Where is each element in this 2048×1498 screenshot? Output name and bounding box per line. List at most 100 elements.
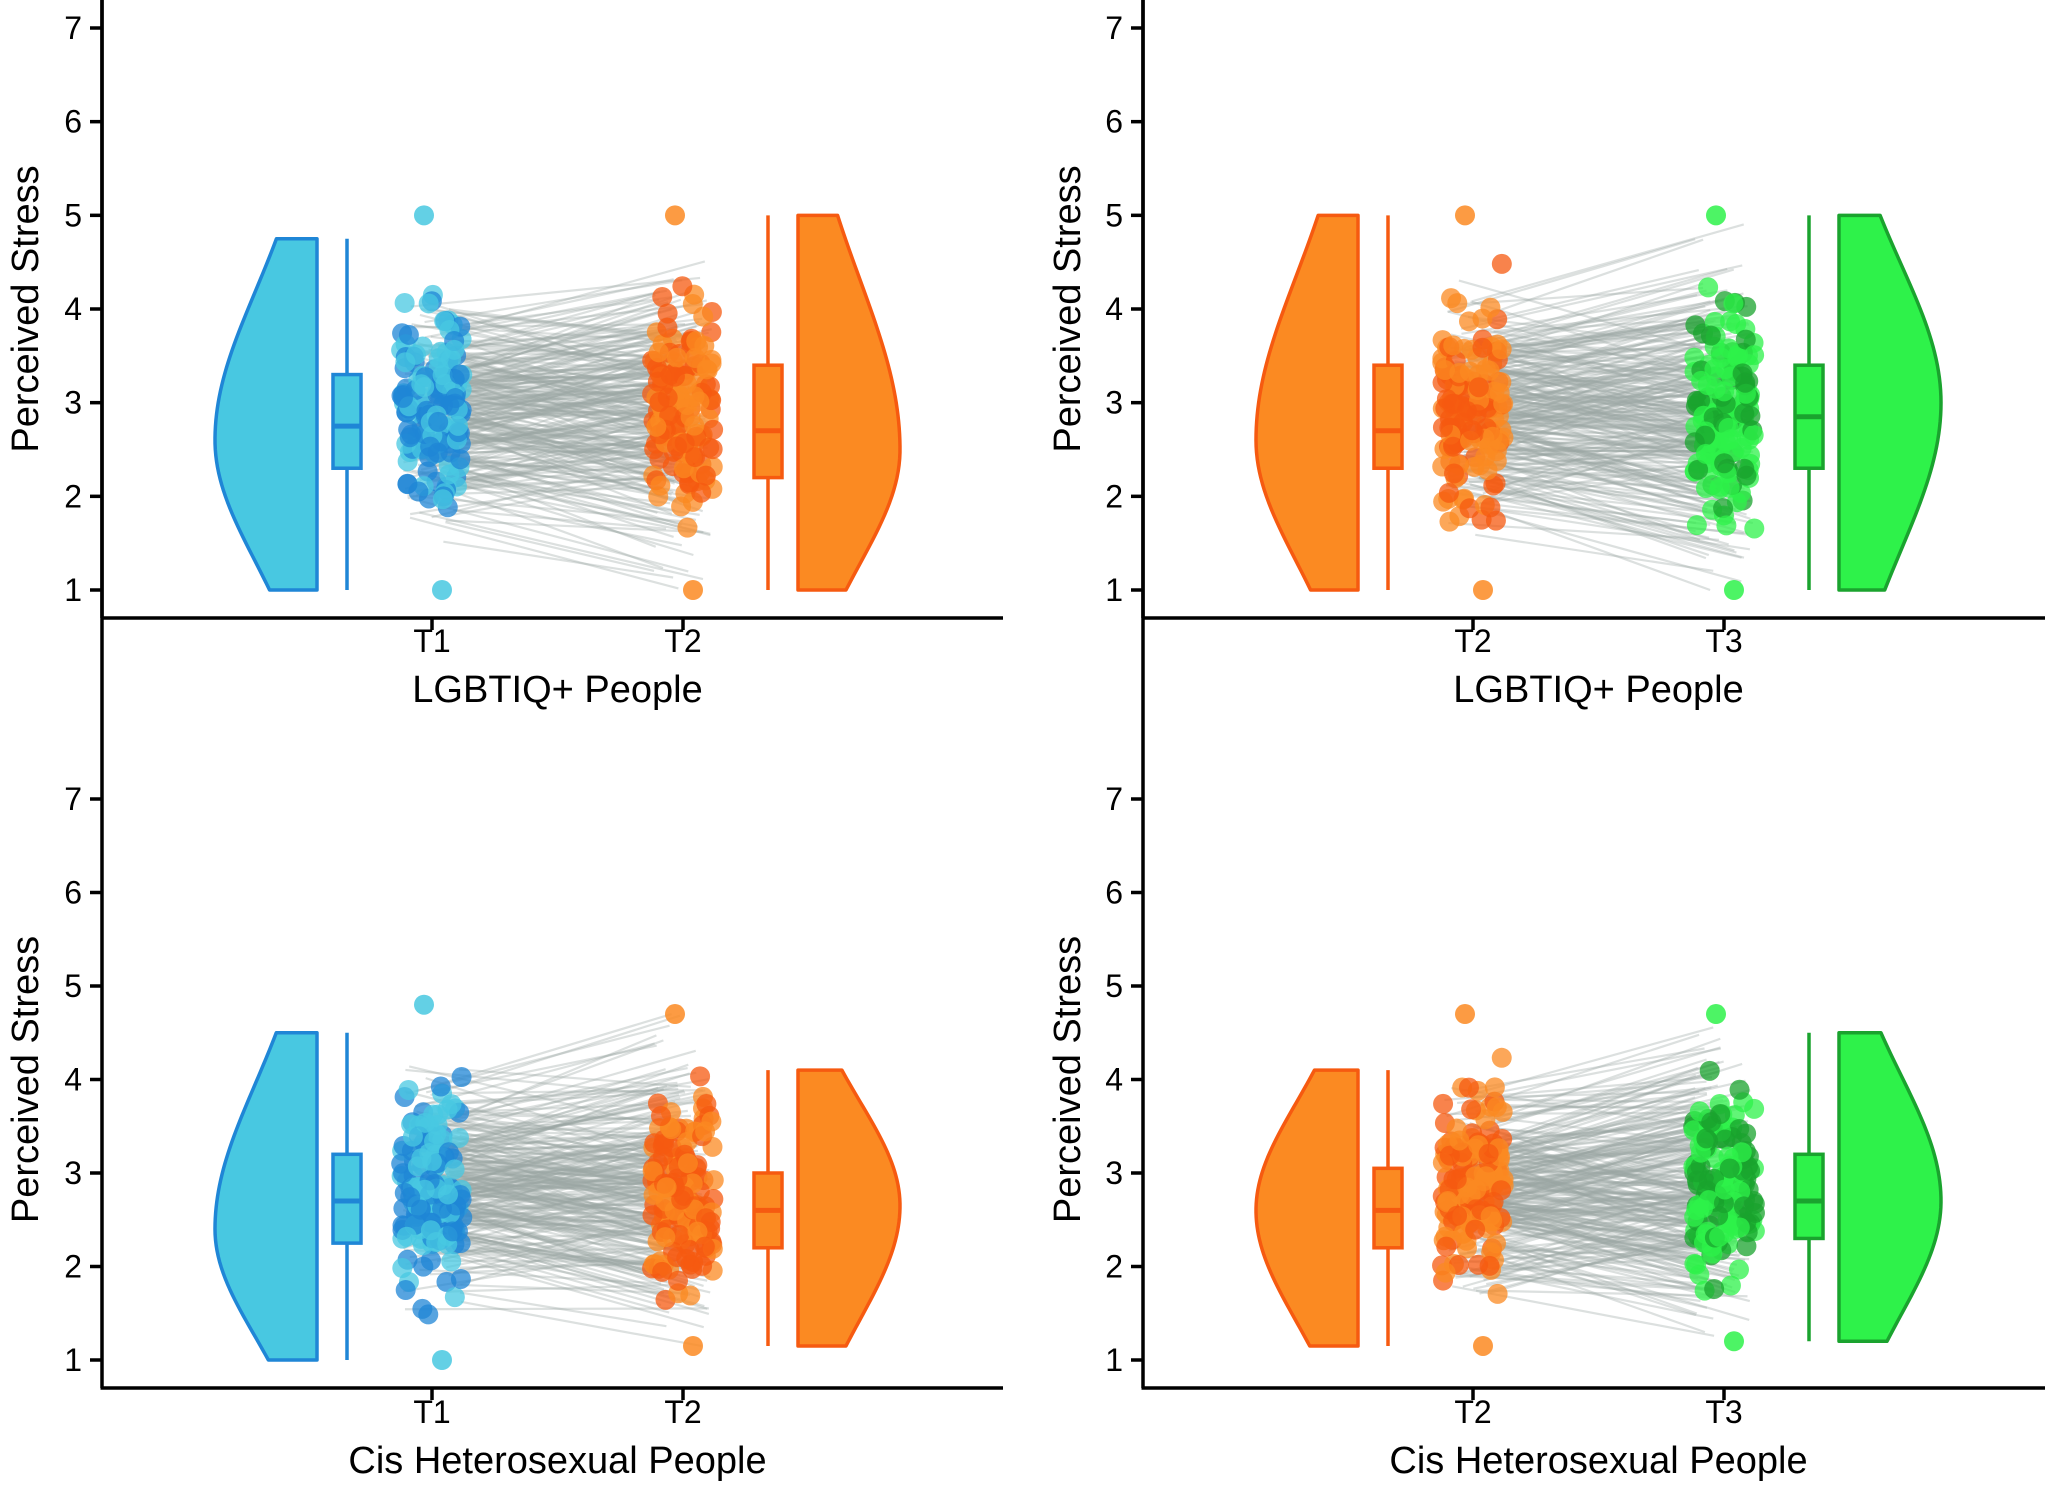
- paired-line: [1476, 343, 1701, 425]
- paired-line: [440, 1230, 665, 1294]
- paired-line: [454, 410, 661, 446]
- panel-bottom-left: 1 2 3 4 5 6 7 T1 T2 Cis Heterosexual People Percei…: [5, 0, 1003, 1482]
- paired-line: [440, 1221, 680, 1238]
- paired-line: [460, 1300, 702, 1348]
- paired-line: [1497, 1203, 1699, 1241]
- paired-line: [1482, 1123, 1715, 1181]
- x-axis-title: LGBTIQ+ People: [412, 669, 702, 711]
- paired-line: [1495, 378, 1699, 461]
- paired-line: [1485, 1058, 1707, 1131]
- data-point: [418, 293, 439, 314]
- paired-line: [449, 312, 661, 375]
- paired-line: [1496, 410, 1713, 436]
- paired-line: [410, 497, 689, 573]
- paired-line: [440, 432, 683, 459]
- rain-points-t1: [391, 994, 473, 1370]
- data-point: [420, 1250, 441, 1271]
- paired-line: [1500, 1200, 1715, 1215]
- y-tick-label: 3: [1105, 385, 1123, 421]
- data-point: [672, 276, 693, 297]
- data-point: [667, 1246, 688, 1267]
- x-tick-label: T2: [664, 1394, 701, 1430]
- paired-line: [445, 324, 680, 385]
- data-point: [444, 1159, 465, 1180]
- paired-line: [443, 1177, 675, 1210]
- data-point: [1698, 277, 1719, 298]
- rain-points-t3: [1683, 1004, 1765, 1352]
- data-point: [1473, 1335, 1493, 1356]
- paired-line: [437, 344, 670, 414]
- paired-line: [1490, 238, 1704, 315]
- paired-line: [1459, 1230, 1714, 1260]
- paired-line: [456, 1181, 673, 1190]
- data-point: [1744, 1098, 1765, 1119]
- paired-line: [1479, 442, 1707, 485]
- data-point: [652, 286, 673, 307]
- data-point: [1710, 1103, 1731, 1124]
- paired-line: [413, 1177, 680, 1187]
- data-point: [414, 377, 435, 398]
- data-point: [1491, 1180, 1512, 1201]
- paired-line: [439, 1086, 659, 1171]
- paired-line: [434, 371, 672, 384]
- paired-line: [459, 1114, 672, 1185]
- paired-line: [446, 1185, 667, 1249]
- paired-line: [1486, 1129, 1702, 1156]
- paired-line: [1496, 1230, 1715, 1263]
- paired-line: [1471, 1090, 1700, 1099]
- data-point: [1695, 425, 1716, 446]
- paired-line: [432, 1246, 674, 1269]
- paired-line: [1478, 1165, 1700, 1180]
- y-tick-label: 7: [1105, 10, 1123, 46]
- rain-points-t2: [642, 205, 724, 600]
- paired-line: [435, 1148, 676, 1189]
- data-point: [657, 303, 678, 324]
- data-point: [450, 1268, 471, 1289]
- paired-line: [435, 422, 661, 449]
- data-point: [689, 391, 710, 412]
- paired-line: [1500, 1098, 1699, 1104]
- y-axis-title: Perceived Stress: [5, 936, 47, 1223]
- paired-line: [1478, 476, 1736, 511]
- paired-line: [450, 368, 684, 401]
- paired-line: [1489, 424, 1700, 493]
- paired-line: [1492, 347, 1703, 427]
- paired-line: [436, 1206, 690, 1266]
- data-point: [1447, 1205, 1468, 1226]
- paired-line: [1474, 423, 1707, 504]
- data-point: [420, 1220, 441, 1241]
- paired-line: [1483, 1214, 1700, 1282]
- paired-line: [450, 362, 681, 416]
- paired-line: [449, 1174, 680, 1222]
- paired-line: [443, 540, 674, 579]
- paired-line: [456, 385, 670, 461]
- paired-line: [1455, 1272, 1715, 1300]
- paired-line: [457, 1243, 682, 1271]
- data-point: [1443, 335, 1464, 356]
- data-point: [393, 387, 414, 408]
- data-point: [451, 1067, 472, 1088]
- paired-line: [441, 328, 665, 361]
- data-point: [1491, 1047, 1512, 1068]
- paired-line: [1471, 1223, 1746, 1262]
- data-point: [1446, 1169, 1467, 1190]
- paired-line: [444, 373, 669, 460]
- data-point: [1491, 372, 1512, 393]
- paired-line: [1468, 1232, 1698, 1315]
- data-point: [656, 1177, 677, 1198]
- paired-line: [457, 367, 675, 407]
- paired-line: [1476, 1201, 1700, 1274]
- data-point: [694, 1236, 715, 1257]
- paired-line: [1486, 1219, 1713, 1241]
- paired-line: [456, 1194, 665, 1257]
- paired-line: [1501, 413, 1704, 424]
- paired-line: [1466, 328, 1700, 383]
- paired-line: [1484, 1252, 1708, 1281]
- data-point: [1743, 425, 1764, 446]
- paired-line: [460, 1142, 656, 1204]
- paired-line: [1465, 1266, 1701, 1303]
- paired-line: [1482, 1066, 1720, 1126]
- paired-line: [1481, 444, 1708, 511]
- paired-line: [459, 1236, 656, 1277]
- paired-line: [431, 1145, 662, 1230]
